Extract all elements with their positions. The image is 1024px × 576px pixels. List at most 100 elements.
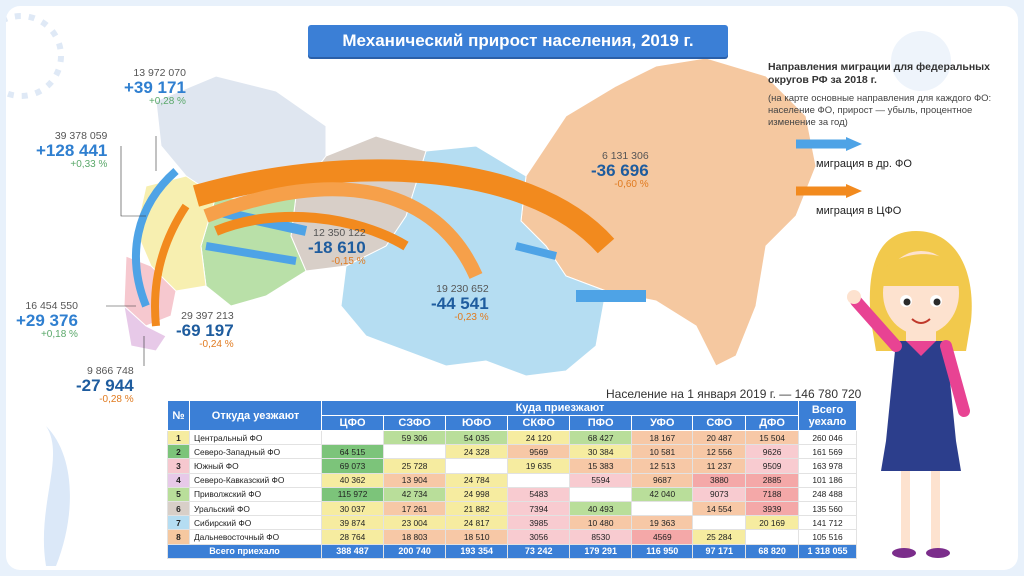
stat-gain: +128 441 — [36, 141, 108, 161]
stat-szfo: 13 972 070 +39 171 +0,28 % — [124, 67, 186, 107]
th-col: ПФО — [569, 415, 633, 431]
table-cell: 54 035 — [445, 429, 509, 446]
table-cell: 59 306 — [383, 429, 447, 446]
th-total: Всего уехало — [798, 400, 857, 431]
stat-pct: +0,33 % — [70, 158, 108, 170]
table-cell: 17 261 — [383, 500, 447, 517]
table-body: 1 Центральный ФО 59 306 54 035 24 120 68 427 1… — [167, 429, 857, 559]
table-cell: 68 427 — [569, 429, 633, 446]
stat-skfo: 9 866 748 -27 944 -0,28 % — [76, 365, 134, 405]
table-cell: 3056 — [507, 529, 571, 545]
table-cell: 69 073 — [320, 458, 385, 474]
arrow-orange — [214, 211, 409, 251]
table-row: 5 Приволжский ФО 115 972 42 734 24 998 5483 42… — [167, 486, 857, 502]
russia-map — [6, 13, 951, 566]
stat-gain: +39 171 — [124, 78, 186, 98]
deco-leaf — [43, 426, 70, 566]
total-cell: 200 740 — [383, 543, 447, 559]
table-cell: 24 998 — [445, 486, 509, 502]
table-cell — [445, 458, 509, 474]
table-cell: 15 504 — [745, 429, 799, 446]
total-cell: 388 487 — [320, 543, 385, 559]
stat-pct: +0,28 % — [148, 95, 186, 107]
stat-gain: -69 197 — [176, 321, 234, 341]
table-cell: 21 882 — [445, 500, 509, 517]
row-number: 4 — [167, 472, 190, 488]
table-cell: 9626 — [745, 444, 799, 460]
stat-pct: -0,28 % — [99, 393, 134, 405]
table-cell: 23 004 — [383, 515, 447, 531]
table-row: 6 Уральский ФО 30 037 17 261 21 882 7394 40 49… — [167, 500, 857, 517]
row-total: 141 712 — [798, 515, 857, 531]
table-cell: 40 362 — [320, 472, 385, 488]
slide: Механический прирост населения, 2019 г. … — [6, 6, 1018, 570]
table-cell: 42 040 — [631, 486, 694, 502]
total-cell: 179 291 — [569, 543, 633, 559]
legend-title: Направления миграции для федеральных окр… — [768, 61, 990, 87]
table-cell: 25 284 — [692, 529, 747, 545]
table-cell: 9687 — [631, 472, 694, 488]
table-cell: 14 554 — [692, 500, 747, 517]
table-cell: 7188 — [745, 486, 799, 502]
stat-pop: 9 866 748 — [86, 365, 134, 377]
page-title: Механический прирост населения, 2019 г. — [308, 25, 728, 57]
table-cell: 42 734 — [383, 486, 447, 502]
stat-gain: -27 944 — [76, 376, 134, 396]
row-number: 6 — [167, 500, 190, 517]
population-line: Население на 1 января 2019 г. — 146 780 … — [606, 387, 862, 401]
table-cell: 3985 — [507, 515, 571, 531]
stat-pct: -0,24 % — [199, 338, 234, 350]
stat-pop: 39 378 059 — [54, 130, 108, 142]
th-to: Куда приезжают — [321, 400, 799, 416]
th-num: № — [167, 400, 190, 431]
table-cell: 40 493 — [569, 500, 633, 517]
stat-pop: 6 131 306 — [601, 150, 649, 162]
region-skfo — [123, 304, 167, 352]
row-name: Дальневосточный ФО — [189, 529, 322, 545]
deco-circle — [6, 13, 64, 99]
row-number: 7 — [167, 515, 190, 531]
table-cell: 4569 — [631, 529, 694, 545]
table-row: 1 Центральный ФО 59 306 54 035 24 120 68 427 1… — [167, 429, 857, 446]
row-name: Уральский ФО — [189, 500, 322, 517]
table-cell — [507, 472, 571, 488]
th-col: СКФО — [507, 415, 571, 431]
table-row: 8 Дальневосточный ФО 28 764 18 803 18 510 305… — [167, 529, 857, 545]
table-cell: 9509 — [745, 458, 799, 474]
table-cell: 9073 — [692, 486, 747, 502]
stat-pop: 12 350 122 — [313, 227, 366, 239]
table-cell: 30 384 — [569, 444, 633, 460]
table-cell: 12 513 — [631, 458, 694, 474]
stat-ufo: 12 350 122 -18 610 -0,15 % — [308, 227, 366, 267]
grand-total: 1 318 055 — [798, 543, 857, 559]
row-name: Центральный ФО — [189, 429, 322, 446]
table-cell: 3939 — [745, 500, 799, 517]
table-cell: 11 237 — [692, 458, 747, 474]
arrow-blue — [205, 242, 297, 265]
row-number: 3 — [167, 458, 190, 474]
legend-arrowhead-blue-icon — [846, 137, 862, 151]
table-cell: 9569 — [507, 444, 571, 460]
table-cell: 10 581 — [631, 444, 694, 460]
region-cfo — [135, 175, 217, 292]
row-total: 248 488 — [798, 486, 857, 502]
total-label: Всего приехало — [167, 543, 322, 559]
row-number: 2 — [167, 444, 190, 460]
legend-subtitle: (на карте основные направления для каждо… — [768, 93, 992, 128]
row-number: 8 — [167, 529, 190, 545]
legend-item-orange: миграция в ЦФО — [816, 205, 902, 217]
table-cell — [569, 486, 633, 502]
table-cell: 5483 — [507, 486, 571, 502]
arrow-blue — [132, 167, 179, 308]
table-row: 2 Северо-Западный ФО 64 515 24 328 9569 30 38… — [167, 444, 857, 460]
row-name: Северо-Западный ФО — [189, 444, 322, 460]
th-from: Откуда уезжают — [189, 400, 322, 431]
total-row: Всего приехало 388 487 200 740 193 354 73 24… — [167, 543, 857, 559]
total-cell: 73 242 — [507, 543, 571, 559]
table-cell: 10 480 — [569, 515, 633, 531]
th-col: СФО — [692, 415, 747, 431]
stat-pct: -0,15 % — [331, 255, 366, 267]
total-cell: 97 171 — [692, 543, 747, 559]
row-name: Южный ФО — [189, 458, 322, 474]
table-cell: 28 764 — [320, 529, 385, 545]
